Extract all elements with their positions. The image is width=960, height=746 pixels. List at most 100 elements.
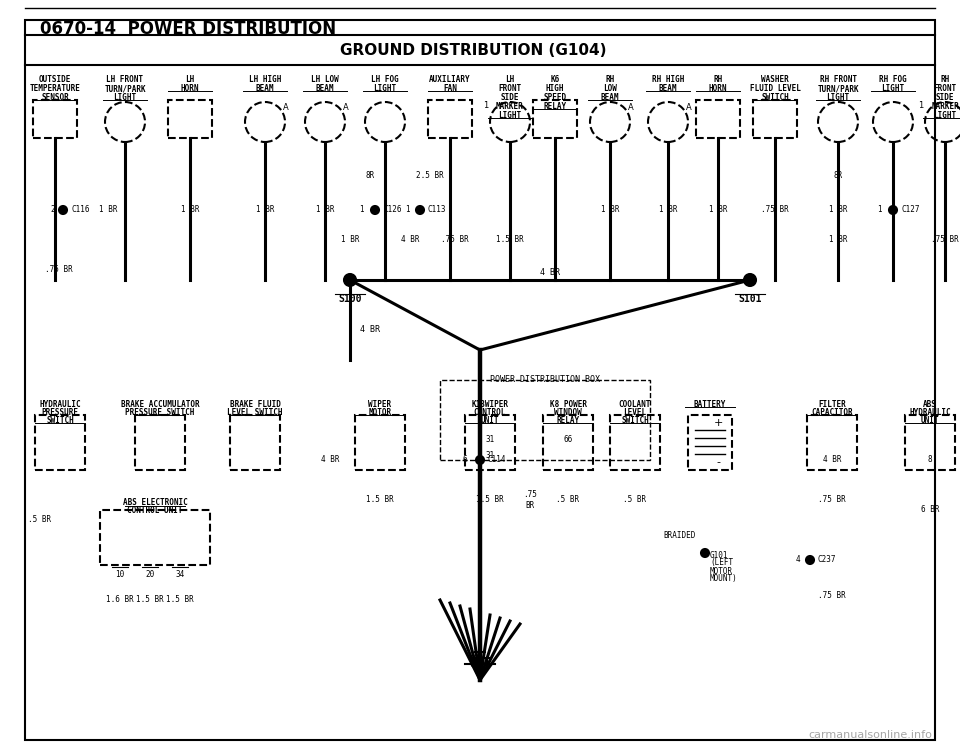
Text: LIGHT: LIGHT bbox=[113, 93, 136, 102]
Bar bbox=[533, 100, 577, 138]
Text: 1.5 BR: 1.5 BR bbox=[366, 495, 394, 504]
Text: FAN: FAN bbox=[444, 84, 457, 93]
Text: TEMPERATURE: TEMPERATURE bbox=[30, 84, 81, 93]
Text: MARKER: MARKER bbox=[931, 102, 959, 111]
Text: 1.6 BR: 1.6 BR bbox=[107, 595, 133, 604]
Bar bbox=[440, 380, 650, 460]
Text: SIDE: SIDE bbox=[936, 93, 954, 102]
Text: 31: 31 bbox=[486, 436, 494, 445]
Text: 2.5 BR: 2.5 BR bbox=[416, 171, 444, 180]
Text: BATTERY: BATTERY bbox=[694, 400, 726, 409]
Text: .75 BR: .75 BR bbox=[818, 495, 846, 504]
Text: PRESSURE: PRESSURE bbox=[41, 408, 79, 417]
Text: OUTSIDE: OUTSIDE bbox=[38, 75, 71, 84]
Text: 4: 4 bbox=[796, 556, 800, 565]
Text: 1 BR: 1 BR bbox=[255, 205, 275, 215]
Text: 4 BR: 4 BR bbox=[823, 456, 841, 465]
Text: BEAM: BEAM bbox=[659, 84, 677, 93]
Text: K6: K6 bbox=[550, 75, 560, 84]
Text: 1.5 BR: 1.5 BR bbox=[166, 595, 194, 604]
Text: .75 BR: .75 BR bbox=[818, 591, 846, 600]
Text: MOTOR: MOTOR bbox=[369, 408, 392, 417]
Text: A: A bbox=[686, 102, 692, 111]
Text: SWITCH: SWITCH bbox=[621, 416, 649, 425]
Text: SPEED: SPEED bbox=[543, 93, 566, 102]
Text: UNIT: UNIT bbox=[921, 416, 939, 425]
Circle shape bbox=[889, 206, 897, 214]
Text: 4 BR: 4 BR bbox=[321, 456, 339, 465]
Text: FILTER: FILTER bbox=[818, 400, 846, 409]
Text: .75
BR: .75 BR bbox=[523, 490, 537, 510]
Text: TURN/PARK: TURN/PARK bbox=[817, 84, 859, 93]
Text: UNIT: UNIT bbox=[481, 416, 499, 425]
Text: BEAM: BEAM bbox=[601, 93, 619, 102]
Text: 1 BR: 1 BR bbox=[828, 205, 848, 215]
Text: 1 BR: 1 BR bbox=[99, 205, 117, 215]
Bar bbox=[135, 415, 185, 470]
Text: .5 BR: .5 BR bbox=[557, 495, 580, 504]
Text: SENSOR: SENSOR bbox=[41, 93, 69, 102]
Text: RH: RH bbox=[606, 75, 614, 84]
Text: 66: 66 bbox=[564, 436, 572, 445]
Text: C113: C113 bbox=[428, 205, 446, 215]
Circle shape bbox=[701, 549, 709, 557]
Text: C126: C126 bbox=[383, 205, 401, 215]
Text: WIPER: WIPER bbox=[369, 400, 392, 409]
Text: 4 BR: 4 BR bbox=[400, 236, 420, 245]
Bar bbox=[33, 100, 77, 138]
Circle shape bbox=[744, 274, 756, 286]
Text: C114: C114 bbox=[488, 456, 507, 465]
Text: G104: G104 bbox=[470, 660, 490, 669]
Text: BRAKE ACCUMULATOR: BRAKE ACCUMULATOR bbox=[121, 400, 200, 409]
Text: HORN: HORN bbox=[708, 84, 728, 93]
Text: 31: 31 bbox=[486, 451, 494, 460]
Text: 1 BR: 1 BR bbox=[708, 205, 728, 215]
Text: BEAM: BEAM bbox=[316, 84, 334, 93]
Text: RELAY: RELAY bbox=[557, 416, 580, 425]
Text: TURN/PARK: TURN/PARK bbox=[105, 84, 146, 93]
Text: (LEFT: (LEFT bbox=[710, 559, 733, 568]
Text: BEAM: BEAM bbox=[255, 84, 275, 93]
Text: G101: G101 bbox=[710, 551, 729, 560]
Text: RELAY: RELAY bbox=[543, 102, 566, 111]
Text: HYDRAULIC: HYDRAULIC bbox=[909, 408, 950, 417]
Text: WINDOW: WINDOW bbox=[554, 408, 582, 417]
Text: HORN: HORN bbox=[180, 84, 200, 93]
Text: LEVEL: LEVEL bbox=[623, 408, 647, 417]
Text: 34: 34 bbox=[176, 570, 184, 579]
Text: 1 BR: 1 BR bbox=[601, 205, 619, 215]
Text: S101: S101 bbox=[738, 294, 761, 304]
Text: A: A bbox=[343, 102, 348, 111]
Text: CONTROL: CONTROL bbox=[474, 408, 506, 417]
Text: +: + bbox=[713, 418, 723, 428]
Text: 1: 1 bbox=[405, 205, 410, 215]
Text: 1 BR: 1 BR bbox=[828, 236, 848, 245]
Text: LIGHT: LIGHT bbox=[498, 111, 521, 120]
Text: FRONT: FRONT bbox=[498, 84, 521, 93]
Text: 1 BR: 1 BR bbox=[659, 205, 677, 215]
Text: 1: 1 bbox=[483, 101, 488, 110]
Bar bbox=[428, 100, 472, 138]
Text: -: - bbox=[716, 457, 720, 467]
Circle shape bbox=[344, 274, 356, 286]
Text: LH FOG: LH FOG bbox=[372, 75, 398, 84]
Text: C116: C116 bbox=[71, 205, 89, 215]
Circle shape bbox=[416, 206, 424, 214]
Text: LIGHT: LIGHT bbox=[827, 93, 850, 102]
Text: .5 BR: .5 BR bbox=[28, 515, 51, 524]
Text: HIGH: HIGH bbox=[545, 84, 564, 93]
Text: .5 BR: .5 BR bbox=[623, 495, 647, 504]
Text: 0670-14  POWER DISTRIBUTION: 0670-14 POWER DISTRIBUTION bbox=[40, 20, 336, 38]
Bar bbox=[168, 100, 212, 138]
Text: FRONT: FRONT bbox=[933, 84, 956, 93]
Text: SWITCH: SWITCH bbox=[46, 416, 74, 425]
Text: FLUID LEVEL: FLUID LEVEL bbox=[750, 84, 801, 93]
Bar bbox=[543, 415, 593, 470]
Text: SIDE: SIDE bbox=[501, 93, 519, 102]
Bar bbox=[610, 415, 660, 470]
Text: SWITCH: SWITCH bbox=[761, 93, 789, 102]
Text: AUXILIARY: AUXILIARY bbox=[429, 75, 470, 84]
Bar bbox=[688, 415, 732, 470]
Text: MARKER: MARKER bbox=[496, 102, 524, 111]
Text: LOW: LOW bbox=[603, 84, 617, 93]
